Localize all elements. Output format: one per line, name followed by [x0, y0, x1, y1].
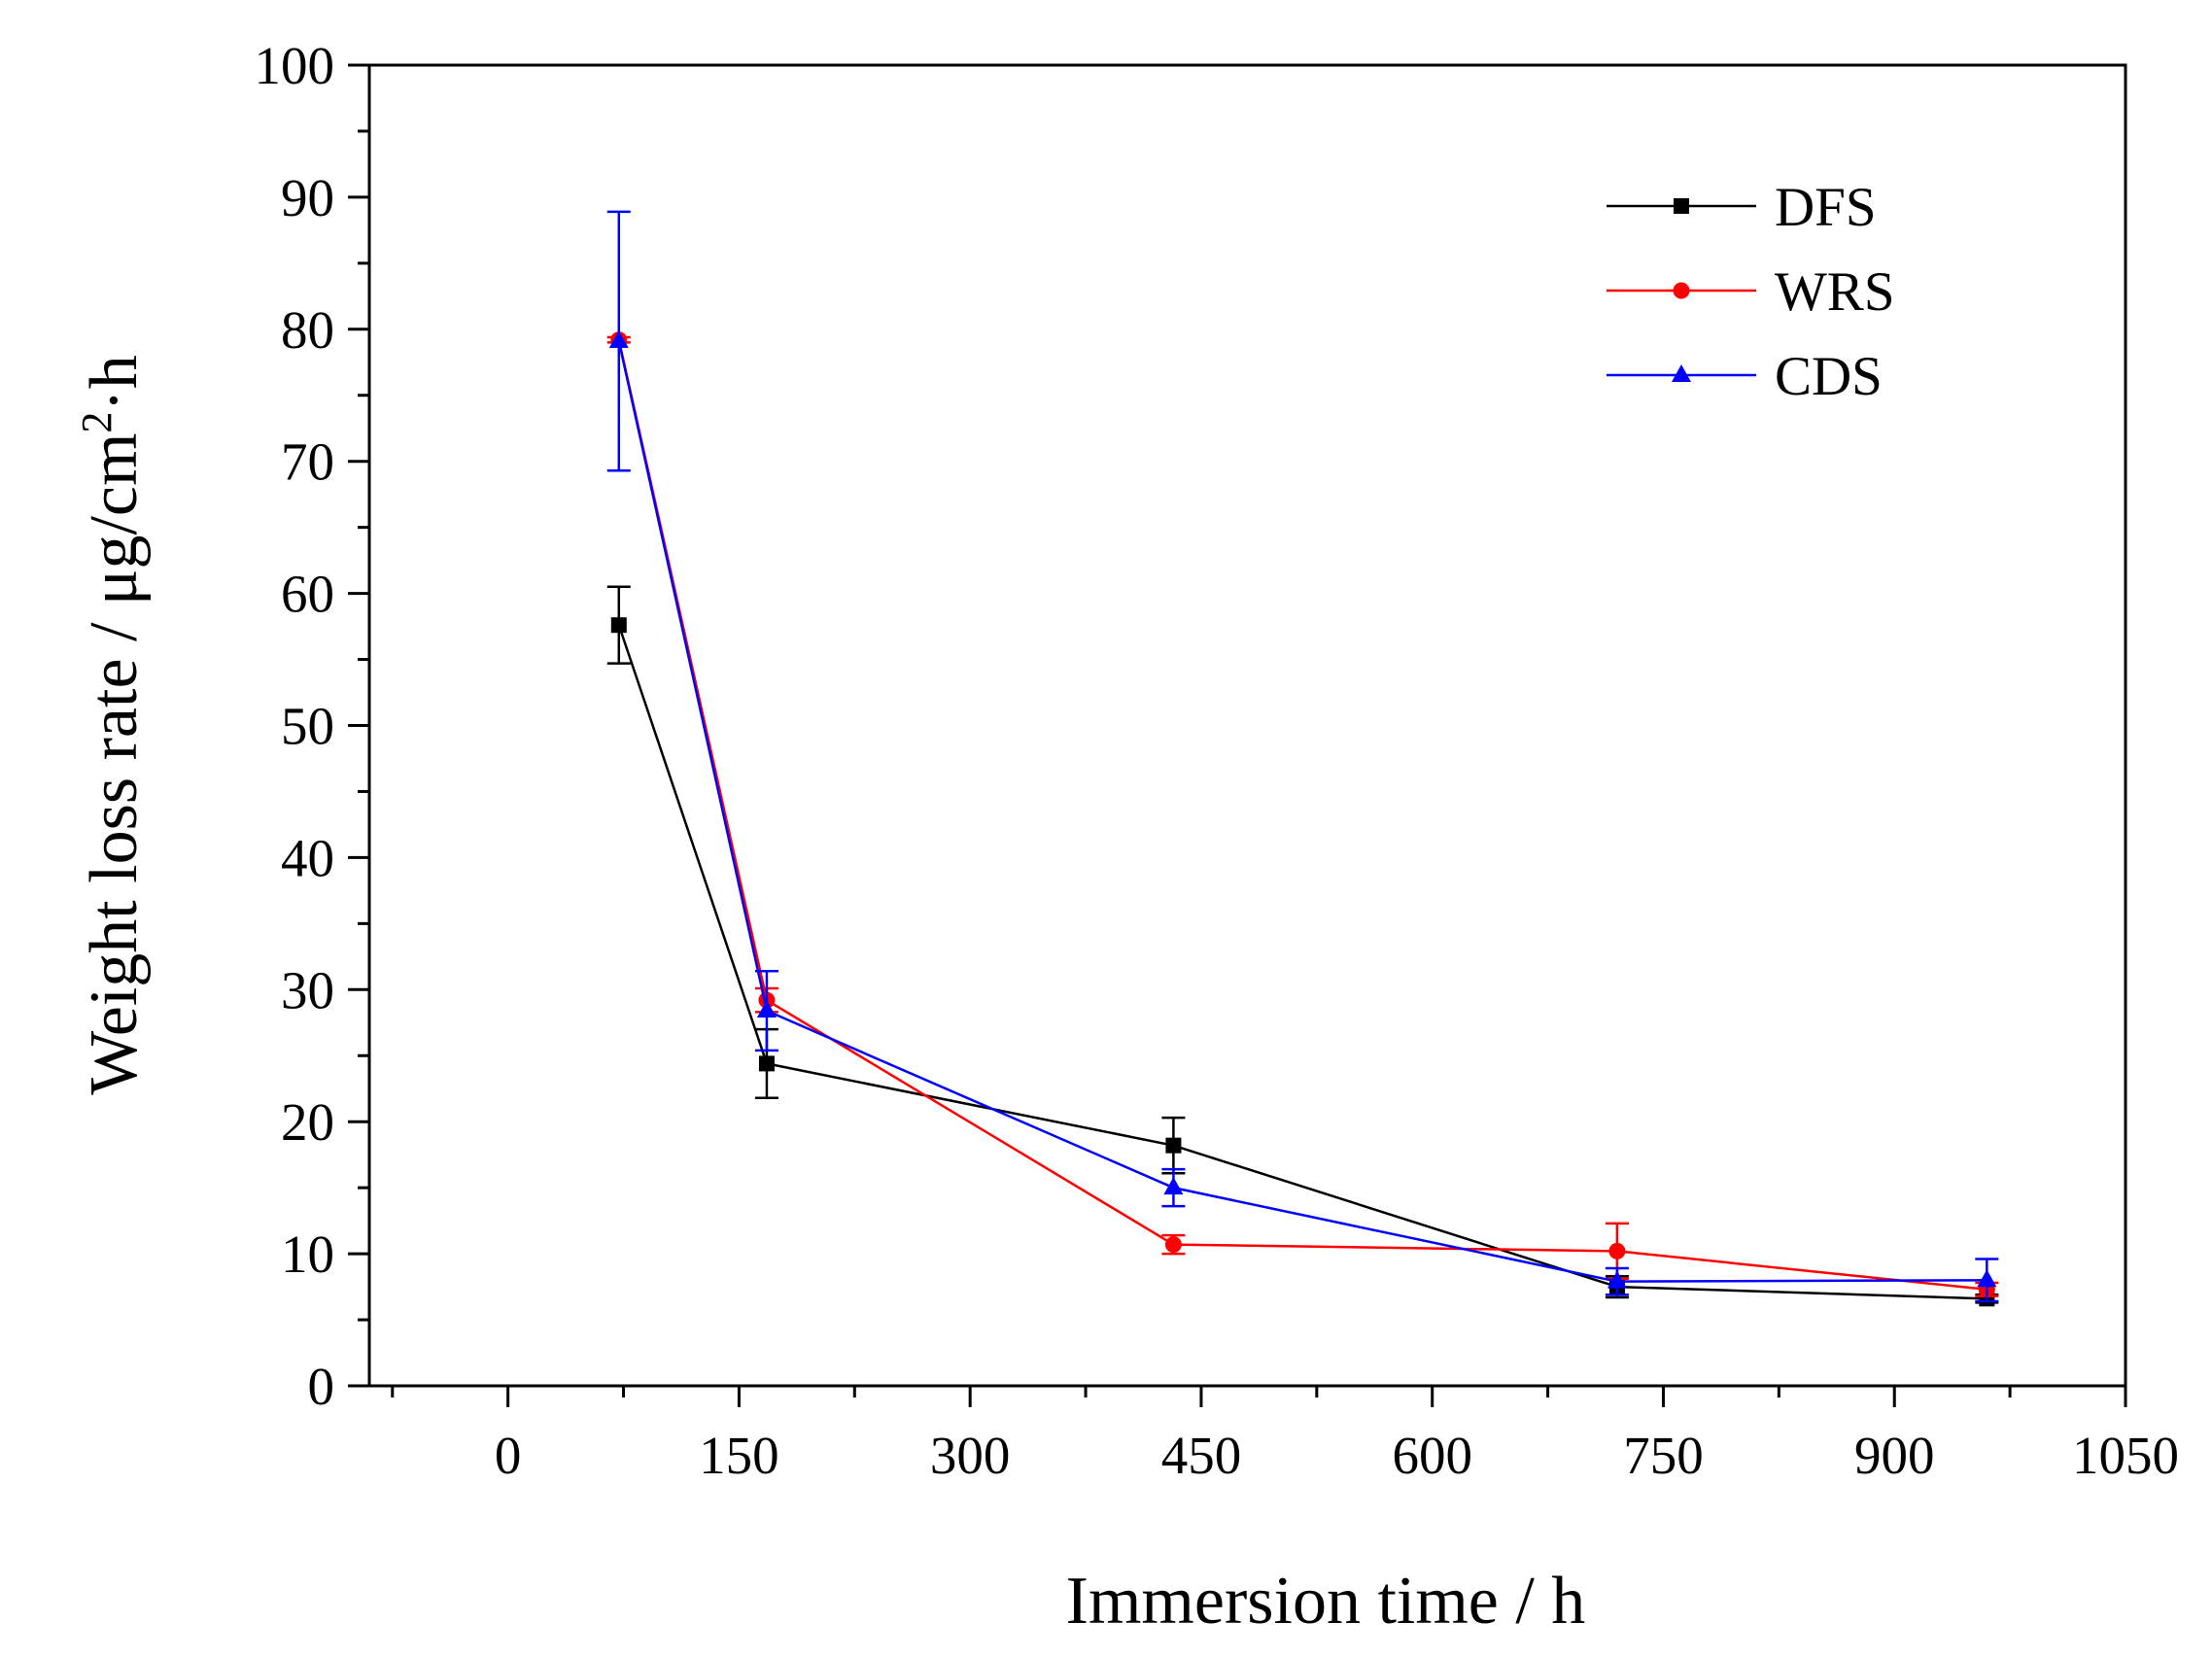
- data-point-cds: [756, 1000, 777, 1018]
- y-tick-label: 30: [281, 960, 334, 1019]
- legend: DFS WRS CDS: [1607, 177, 1895, 407]
- series-cds: [606, 210, 1999, 1303]
- x-tick-label: 0: [495, 1426, 522, 1485]
- data-point-dfs: [758, 1055, 775, 1072]
- y-tick-label: 60: [281, 565, 334, 624]
- data-point-wrs: [1164, 1236, 1182, 1254]
- series-line-dfs: [617, 624, 1987, 1300]
- data-point-dfs: [1165, 1137, 1182, 1154]
- y-axis-title: Weight loss rate / μg/cm2·h: [73, 355, 152, 1095]
- y-axis-title-tail: ·h: [77, 355, 152, 411]
- series-dfs: [606, 585, 1999, 1307]
- legend-marker: [1673, 282, 1690, 299]
- y-tick-label: 90: [281, 168, 334, 227]
- data-point-cds: [1163, 1177, 1184, 1195]
- y-axis-title-main: Weight loss rate / μg/cm: [77, 433, 152, 1095]
- y-tick-label: 50: [281, 697, 334, 756]
- y-tick-label: 40: [281, 828, 334, 887]
- series-line-cds: [617, 340, 1987, 1283]
- x-tick-label: 150: [699, 1426, 779, 1485]
- data-point-cds: [608, 330, 629, 349]
- y-tick-label: 20: [281, 1092, 334, 1152]
- legend-label: DFS: [1775, 177, 1877, 238]
- y-tick-label: 100: [255, 36, 335, 95]
- x-tick-label: 450: [1161, 1426, 1242, 1485]
- y-tick-label: 80: [281, 300, 334, 360]
- data-point-cds: [1977, 1269, 1997, 1288]
- x-tick-label: 1050: [2072, 1426, 2179, 1485]
- y-tick-label: 70: [281, 432, 334, 492]
- series-line-wrs: [617, 339, 1987, 1292]
- y-tick-label: 0: [308, 1357, 335, 1416]
- x-tick-label: 600: [1392, 1426, 1472, 1485]
- legend-item-wrs: WRS: [1607, 261, 1895, 323]
- data-point-wrs: [1608, 1242, 1626, 1259]
- y-tick-label: 10: [281, 1225, 334, 1284]
- y-axis-title-sup: 2: [73, 412, 121, 433]
- x-axis: 0 150 300 450 600 750 900 1050: [391, 1386, 2179, 1485]
- x-tick-label: 750: [1623, 1426, 1704, 1485]
- data-point-cds: [1607, 1270, 1627, 1289]
- legend-marker: [1674, 198, 1689, 214]
- legend-item-cds: CDS: [1607, 346, 1883, 407]
- legend-marker: [1672, 364, 1691, 382]
- x-tick-label: 900: [1854, 1426, 1935, 1485]
- x-tick-label: 300: [930, 1426, 1011, 1485]
- series-wrs: [606, 331, 1999, 1298]
- legend-label: CDS: [1775, 346, 1883, 407]
- data-point-dfs: [610, 617, 627, 634]
- legend-item-dfs: DFS: [1607, 177, 1877, 238]
- legend-label: WRS: [1775, 261, 1895, 323]
- series-layer: [606, 210, 1999, 1307]
- y-axis: 0 10 20 30 40 50 60 70 80 90 100: [255, 36, 369, 1416]
- x-axis-title: Immersion time / h: [1066, 1564, 1586, 1639]
